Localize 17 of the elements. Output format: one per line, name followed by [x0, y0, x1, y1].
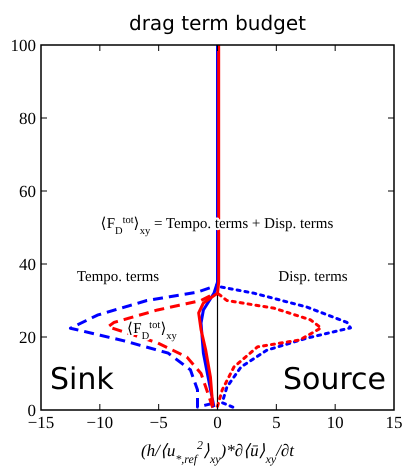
x-tick-label: 10 — [326, 413, 344, 432]
x-tick-label: 0 — [213, 413, 222, 432]
y-tick-label: 60 — [19, 182, 36, 201]
annotation: Source — [282, 362, 386, 397]
annotation: Sink — [50, 362, 114, 397]
x-tick-label: 5 — [272, 413, 281, 432]
y-tick-label: 80 — [19, 108, 36, 128]
annotation: Disp. terms — [278, 269, 348, 285]
x-tick-label: −5 — [150, 413, 168, 432]
x-tick-label: 15 — [386, 413, 402, 432]
y-tick-label: 100 — [10, 36, 36, 55]
annotation: Tempo. terms — [76, 269, 160, 285]
y-tick-label: 40 — [19, 254, 36, 274]
chart-title: drag term budget — [129, 11, 306, 35]
x-axis-title: (h/⟨u$_{*,ref}$$^{2}$⟩$_{xy}$)*∂⟨ū⟩$_{xy}$/∂t — [140, 438, 296, 466]
x-tick-label: −10 — [86, 413, 114, 432]
y-tick-label: 20 — [19, 328, 36, 347]
